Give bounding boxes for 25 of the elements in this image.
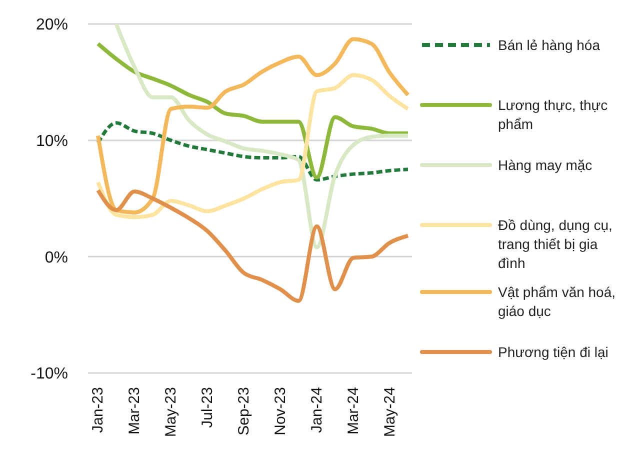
- x-tick-label: Mar-24: [344, 387, 362, 435]
- line-series: [96, 188, 410, 303]
- line-series: [96, 42, 410, 180]
- legend-label: Hàng may mặc: [498, 156, 594, 175]
- y-tick-label: -10%: [30, 366, 68, 383]
- x-tick-label: Mar-23: [126, 387, 143, 435]
- legend-label: Đồ dùng, dụng cụ, trang thiết bị gia đình: [498, 216, 614, 273]
- x-tick-label: May-24: [381, 387, 398, 438]
- x-tick-label: May-23: [162, 387, 180, 438]
- line-series: [96, 73, 410, 220]
- x-tick-label: Sep-23: [235, 387, 252, 436]
- y-tick-label: 0%: [44, 249, 68, 266]
- legend-label: Vật phẩm văn hoá, giáo dục: [498, 283, 617, 321]
- legend-label: Lương thực, thực phẩm: [498, 96, 609, 134]
- x-tick-label: Nov-23: [272, 387, 289, 436]
- x-tick-label: Jan-23: [90, 387, 106, 433]
- y-tick-label: 20%: [36, 16, 68, 34]
- line-series: [96, 121, 410, 182]
- x-tick-label: Jul-23: [198, 387, 216, 428]
- legend-label: Phương tiện đi lại: [498, 343, 610, 362]
- y-tick-label: 10%: [36, 133, 68, 150]
- legend-label: Bán lẻ hàng hóa: [498, 36, 601, 55]
- x-tick-label: Jan-24: [308, 387, 326, 433]
- line-series: [114, 24, 410, 250]
- line-series: [96, 37, 410, 214]
